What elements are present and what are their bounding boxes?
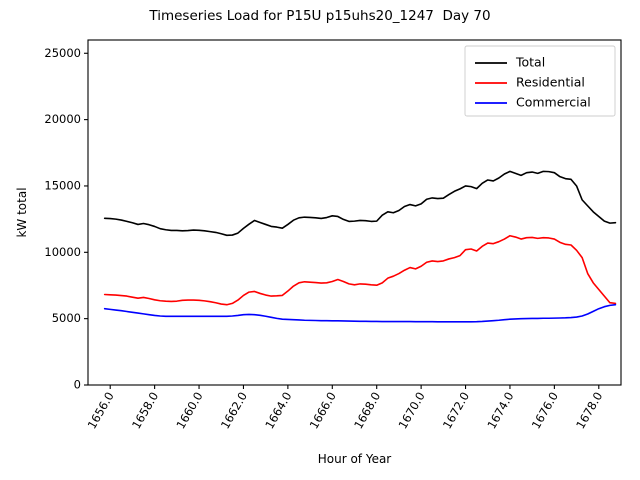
x-tick-label: 1658.0 — [129, 390, 161, 432]
x-tick-label: 1670.0 — [395, 390, 427, 432]
plot-border — [87, 39, 622, 386]
y-tick-label: 0 — [74, 378, 81, 392]
y-tick-label: 10000 — [44, 245, 81, 259]
y-tick-label: 15000 — [44, 178, 81, 192]
y-tick-label: 25000 — [44, 46, 81, 60]
x-tick-label: 1660.0 — [173, 390, 205, 432]
y-axis-title: kW total — [15, 187, 29, 237]
x-axis-title: Hour of Year — [318, 452, 392, 466]
y-tick-label: 20000 — [44, 112, 81, 126]
legend-label-total: Total — [515, 55, 545, 70]
x-tick-label: 1662.0 — [218, 390, 250, 432]
x-tick-label: 1668.0 — [351, 390, 383, 432]
x-tick-label: 1676.0 — [529, 390, 561, 432]
x-tick-label: 1666.0 — [307, 390, 339, 432]
series-line-residential — [103, 234, 617, 306]
legend-label-commercial: Commercial — [516, 95, 591, 110]
x-tick-label: 1664.0 — [262, 390, 294, 432]
y-tick-label: 5000 — [52, 311, 81, 325]
series-line-commercial — [103, 303, 617, 323]
x-tick-label: 1674.0 — [484, 390, 516, 432]
x-tick-label: 1678.0 — [573, 390, 605, 432]
x-tick-label: 1656.0 — [85, 390, 117, 432]
x-tick-label: 1672.0 — [440, 390, 472, 432]
chart-title: Timeseries Load for P15U p15uhs20_1247 D… — [149, 8, 491, 24]
series-line-total — [103, 170, 617, 237]
legend-label-residential: Residential — [516, 75, 585, 90]
